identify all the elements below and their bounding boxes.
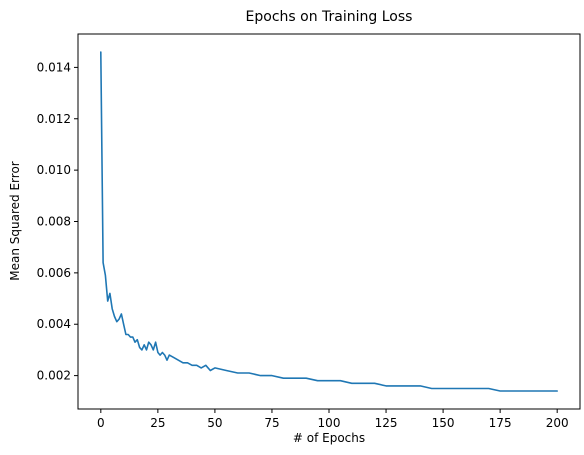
- y-tick-label: 0.004: [37, 317, 71, 331]
- plot-area: [77, 33, 581, 410]
- x-tick-label: 175: [489, 416, 512, 430]
- y-tick-label: 0.012: [37, 112, 71, 126]
- x-tick-label: 50: [207, 416, 222, 430]
- y-tick-label: 0.010: [37, 163, 71, 177]
- y-tick-label: 0.002: [37, 369, 71, 383]
- y-tick-label: 0.014: [37, 60, 71, 74]
- y-axis: 0.002 0.004 0.006 0.008 0.010 0.012 0.014: [37, 60, 78, 383]
- x-tick-label: 150: [432, 416, 455, 430]
- x-tick-label: 100: [318, 416, 341, 430]
- x-tick-label: 125: [375, 416, 398, 430]
- x-axis-label: # of Epochs: [293, 431, 365, 445]
- x-tick-label: 75: [264, 416, 279, 430]
- y-tick-label: 0.008: [37, 215, 71, 229]
- training-loss-line: [100, 51, 558, 392]
- x-axis: 0 25 50 75 100 125 150 175 200: [97, 409, 569, 430]
- x-tick-label: 25: [150, 416, 165, 430]
- y-axis-label: Mean Squared Error: [8, 161, 22, 281]
- x-tick-label: 0: [97, 416, 105, 430]
- y-tick-label: 0.006: [37, 266, 71, 280]
- x-tick-label: 200: [546, 416, 569, 430]
- chart-title: Epochs on Training Loss: [246, 9, 413, 25]
